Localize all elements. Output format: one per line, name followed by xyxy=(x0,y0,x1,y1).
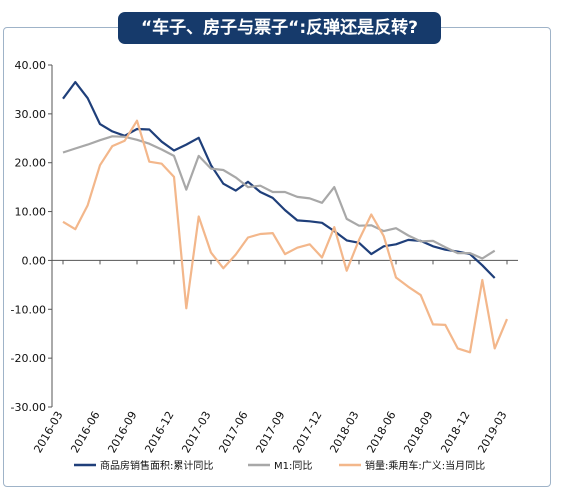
legend-label-1: 商品房销售面积:累计同比 xyxy=(100,459,213,472)
y-tick-label: 10.00 xyxy=(15,206,47,219)
x-tick-label: 2017-03 xyxy=(179,409,213,455)
y-tick-label: -20.00 xyxy=(11,352,46,365)
y-tick-label: 0.00 xyxy=(22,254,47,267)
x-tick-label: 2018-09 xyxy=(401,409,435,455)
y-tick-label: 40.00 xyxy=(15,59,47,72)
x-tick-label: 2016-09 xyxy=(105,409,139,455)
chart-title: “车子、房子与票子“:反弹还是反转? xyxy=(118,12,441,44)
chart-axes: 40.00 30.00 20.00 10.00 0.00 -10.00 -20.00 -30.… xyxy=(11,59,518,455)
y-tick-label: -30.00 xyxy=(11,401,46,414)
series-line-1 xyxy=(62,81,496,279)
x-tick-label: 2018-06 xyxy=(364,409,398,455)
series-line-2 xyxy=(62,135,496,260)
series-line-3 xyxy=(62,119,509,354)
x-tick-label: 2017-12 xyxy=(290,409,324,455)
legend-label-3: 销量:乘用车:广义:当月同比 xyxy=(365,459,485,472)
y-tick-label: 20.00 xyxy=(15,157,47,170)
x-tick-label: 2018-03 xyxy=(327,409,361,455)
y-tick-label: 30.00 xyxy=(15,108,47,121)
chart-series-lines xyxy=(62,81,509,354)
x-tick-label: 2016-03 xyxy=(31,409,65,455)
x-tick-label: 2018-12 xyxy=(438,409,472,455)
x-tick-label: 2019-03 xyxy=(475,409,509,455)
x-tick-label: 2017-09 xyxy=(253,409,287,455)
x-tick-label: 2017-06 xyxy=(216,409,250,455)
x-tick-label: 2016-12 xyxy=(142,409,176,455)
chart-legend: 商品房销售面积:累计同比 M1:同比 销量:乘用车:广义:当月同比 xyxy=(74,459,485,472)
x-tick-label: 2016-06 xyxy=(68,409,102,455)
legend-label-2: M1:同比 xyxy=(274,460,312,472)
y-tick-label: -10.00 xyxy=(11,303,46,316)
